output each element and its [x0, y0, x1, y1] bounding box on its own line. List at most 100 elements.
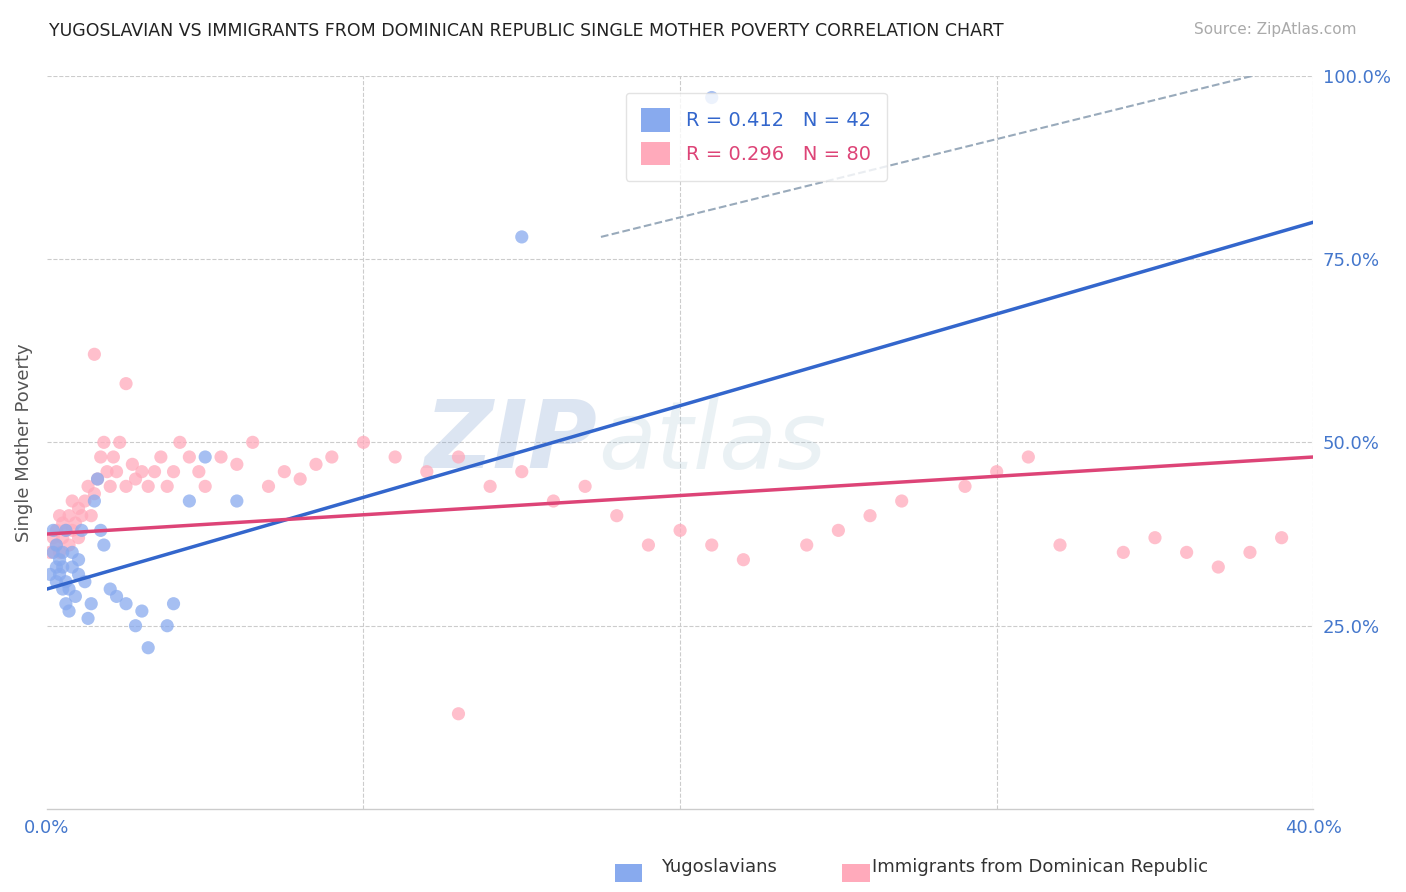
Point: [67, 531, 90, 545]
Point: [121, 458, 143, 472]
Point: [55, 574, 77, 589]
Point: [187, 465, 209, 479]
Point: [953, 479, 976, 493]
Point: [131, 465, 153, 479]
Point: [83, 494, 105, 508]
Point: [1049, 538, 1071, 552]
Point: [83, 486, 105, 500]
Point: [70, 508, 93, 523]
Point: [52, 560, 75, 574]
Point: [115, 376, 138, 391]
Point: [179, 494, 201, 508]
Point: [86, 472, 108, 486]
Point: [108, 435, 131, 450]
Point: [384, 450, 406, 464]
Point: [93, 435, 115, 450]
Point: [700, 538, 723, 552]
Point: [58, 604, 80, 618]
Point: [1017, 450, 1039, 464]
Point: [90, 450, 112, 464]
Point: [288, 472, 311, 486]
Point: [67, 552, 90, 566]
Point: [796, 538, 818, 552]
Point: [60, 560, 83, 574]
Point: [98, 479, 121, 493]
Point: [77, 479, 100, 493]
Point: [136, 640, 159, 655]
Point: [58, 538, 80, 552]
Point: [58, 582, 80, 596]
Point: [98, 582, 121, 596]
Point: [124, 618, 146, 632]
Point: [416, 465, 439, 479]
Point: [574, 479, 596, 493]
Point: [510, 465, 533, 479]
Y-axis label: Single Mother Poverty: Single Mother Poverty: [15, 343, 32, 541]
Text: atlas: atlas: [598, 397, 825, 488]
Point: [48, 552, 70, 566]
Point: [103, 450, 125, 464]
Point: [273, 465, 295, 479]
Point: [510, 230, 533, 244]
Point: [73, 494, 96, 508]
Point: [60, 545, 83, 559]
Point: [1112, 545, 1135, 559]
Point: [637, 538, 659, 552]
Point: [65, 516, 87, 530]
Point: [136, 479, 159, 493]
Point: [827, 524, 849, 538]
Point: [105, 465, 128, 479]
Point: [305, 458, 328, 472]
Point: [67, 501, 90, 516]
Point: [131, 604, 153, 618]
Point: [52, 582, 75, 596]
Point: [45, 560, 67, 574]
Point: [543, 494, 565, 508]
Point: [257, 479, 280, 493]
Point: [606, 508, 628, 523]
Text: Yugoslavians: Yugoslavians: [661, 858, 776, 876]
Point: [209, 450, 232, 464]
Point: [73, 574, 96, 589]
Point: [67, 567, 90, 582]
Point: [52, 516, 75, 530]
Point: [447, 706, 470, 721]
Point: [162, 597, 184, 611]
Text: YUGOSLAVIAN VS IMMIGRANTS FROM DOMINICAN REPUBLIC SINGLE MOTHER POVERTY CORRELAT: YUGOSLAVIAN VS IMMIGRANTS FROM DOMINICAN…: [49, 22, 1004, 40]
Point: [93, 538, 115, 552]
Point: [58, 508, 80, 523]
Point: [42, 545, 65, 559]
Point: [733, 552, 755, 566]
Point: [77, 611, 100, 625]
Point: [1143, 531, 1166, 545]
Point: [39, 545, 62, 559]
Point: [179, 450, 201, 464]
Point: [890, 494, 912, 508]
Point: [859, 508, 882, 523]
Point: [55, 524, 77, 538]
Point: [60, 524, 83, 538]
Point: [986, 465, 1008, 479]
Point: [42, 531, 65, 545]
Point: [65, 590, 87, 604]
Point: [90, 524, 112, 538]
Point: [479, 479, 502, 493]
Point: [115, 479, 138, 493]
Point: [321, 450, 343, 464]
Point: [242, 435, 264, 450]
Legend: R = 0.412   N = 42, R = 0.296   N = 80: R = 0.412 N = 42, R = 0.296 N = 80: [626, 93, 887, 181]
Point: [45, 538, 67, 552]
Point: [162, 465, 184, 479]
Point: [42, 524, 65, 538]
Point: [149, 450, 172, 464]
Point: [45, 538, 67, 552]
Point: [1271, 531, 1294, 545]
Text: ZIP: ZIP: [425, 396, 598, 488]
Point: [52, 531, 75, 545]
Point: [225, 494, 247, 508]
Point: [52, 545, 75, 559]
Text: Source: ZipAtlas.com: Source: ZipAtlas.com: [1194, 22, 1357, 37]
Point: [45, 574, 67, 589]
Point: [1239, 545, 1261, 559]
Point: [194, 450, 217, 464]
